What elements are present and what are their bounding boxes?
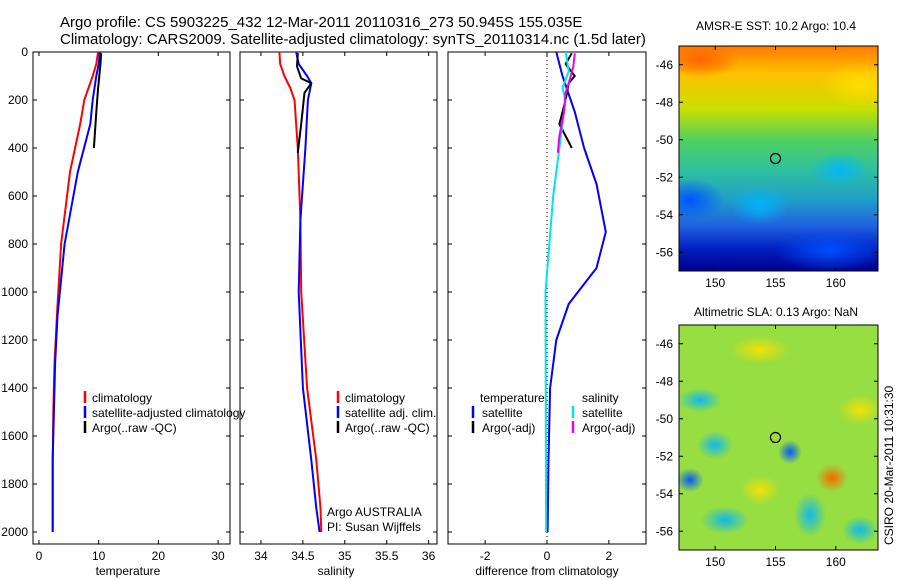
sst-map-image [679, 46, 878, 271]
series-line-climatology [278, 51, 323, 533]
sla-map-image [679, 325, 878, 550]
sst-map-ticks: 150 155 160 -46 -48 -50 -52 -54 -56 [656, 46, 878, 290]
sst-map-panel: AMSR-E SST: 10.2 Argo: 10.4 150 155 160 -46… [656, 19, 879, 290]
legend-label-argo: Argo(..raw -QC) [345, 421, 430, 435]
salinity-axes-box [239, 51, 438, 545]
sst-map-frame [678, 45, 879, 272]
map-lat-label: -52 [656, 170, 674, 184]
salinity-panel: 34 34.5 35 35.5 36 salinity climatology sate… [239, 51, 438, 578]
difference-panel: -2 0 2 difference from climatology tempera… [447, 51, 647, 578]
legend-label-argo: Argo(..raw -QC) [92, 421, 177, 435]
legend-label-temp-argo: Argo(-adj) [482, 421, 535, 435]
legend-heading-salinity: salinity [582, 391, 619, 405]
map-lat-label: -48 [656, 95, 674, 109]
map-lon-label: 150 [705, 555, 725, 569]
sst-map-title: AMSR-E SST: 10.2 Argo: 10.4 [696, 19, 856, 33]
timestamp-label: CSIRO 20-Mar-2011 10:31:30 [882, 385, 896, 545]
sla-map-ticks: 150 155 160 -46 -48 -50 -52 -54 -56 [656, 325, 878, 569]
legend-label-sal-satellite: satellite [582, 406, 623, 420]
difference-y-ticks [448, 51, 646, 533]
difference-axes-box [447, 51, 647, 545]
depth-axis-ticks: 0 200 400 600 800 1000 1200 1400 1600 1800 2000 [1, 45, 230, 539]
legend-label-sal-argo: Argo(-adj) [582, 421, 635, 435]
x-tick-label: 34.5 [291, 549, 315, 563]
depth-tick-label: 400 [8, 141, 28, 155]
temperature-legend: climatology satellite-adjusted climatolo… [83, 391, 245, 435]
x-tick-label: 10 [92, 549, 106, 563]
map-lat-label: -48 [656, 374, 674, 388]
sla-map-frame [678, 324, 879, 551]
pi-label: PI: Susan Wijffels [327, 520, 421, 534]
depth-tick-label: 200 [8, 93, 28, 107]
legend-label-satellite-adj: satellite adj. clim. [345, 406, 436, 420]
map-lat-label: -56 [656, 524, 674, 538]
x-tick-label: 2 [606, 549, 613, 563]
x-tick-label: 20 [152, 549, 166, 563]
series-line-satellite-adj-clim- [295, 51, 321, 533]
salinity-profile-lines [278, 51, 323, 533]
depth-tick-label: 800 [8, 237, 28, 251]
map-lon-label: 160 [826, 555, 846, 569]
sla-map-title: Altimetric SLA: 0.13 Argo: NaN [694, 305, 858, 319]
legend-label-climatology: climatology [92, 391, 152, 405]
depth-tick-label: 1000 [1, 285, 28, 299]
legend-label-climatology: climatology [345, 391, 405, 405]
difference-xlabel: difference from climatology [475, 564, 618, 578]
x-tick-label: 30 [211, 549, 225, 563]
legend-heading-temperature: temperature [480, 391, 545, 405]
institution-label: Argo AUSTRALIA [327, 505, 422, 519]
salinity-x-ticks: 34 34.5 35 35.5 36 [254, 52, 436, 563]
salinity-xlabel: salinity [318, 564, 355, 578]
temperature-x-ticks: 0 10 20 30 [36, 52, 225, 563]
series-line-argo-raw-qc- [296, 53, 313, 153]
x-tick-label: 0 [544, 549, 551, 563]
x-tick-label: 35.5 [375, 549, 399, 563]
header-line-1: Argo profile: CS 5903225_432 12-Mar-2011… [60, 14, 582, 31]
map-lon-label: 155 [765, 555, 785, 569]
x-tick-label: 35 [338, 549, 352, 563]
x-tick-label: 0 [36, 549, 43, 563]
map-lat-label: -52 [656, 449, 674, 463]
x-tick-label: -2 [480, 549, 491, 563]
sla-profile-marker [769, 431, 782, 444]
map-lon-label: 150 [705, 276, 725, 290]
legend-label-satellite-adjusted: satellite-adjusted climatology [92, 406, 245, 420]
depth-tick-label: 1800 [1, 477, 28, 491]
series-line-argo-raw-qc- [92, 53, 103, 149]
series-line-temperature-satellite [546, 51, 607, 533]
depth-tick-label: 1400 [1, 381, 28, 395]
depth-tick-label: 2000 [1, 525, 28, 539]
series-line-satellite-adjusted-climatology [51, 51, 101, 532]
map-lat-label: -50 [656, 133, 674, 147]
depth-tick-label: 1200 [1, 333, 28, 347]
map-lon-label: 160 [826, 276, 846, 290]
x-tick-label: 36 [422, 549, 436, 563]
sst-profile-marker [769, 152, 782, 165]
sla-map-panel: Altimetric SLA: 0.13 Argo: NaN 150 155 160… [656, 305, 879, 569]
series-line-salinity-satellite [544, 51, 570, 533]
salinity-y-ticks [240, 51, 437, 533]
temperature-xlabel: temperature [96, 564, 161, 578]
map-lon-label: 155 [765, 276, 785, 290]
map-lat-label: -54 [656, 208, 674, 222]
header-line-2: Climatology: CARS2009. Satellite-adjuste… [60, 31, 646, 48]
temperature-panel: 0 200 400 600 800 1000 1200 1400 1600 1800 2000 0 1… [1, 45, 245, 578]
salinity-legend: climatology satellite adj. clim. Argo(..… [336, 391, 436, 435]
legend-label-temp-satellite: satellite [482, 406, 523, 420]
series-line-salinity-argo-adj- [556, 53, 576, 153]
map-lat-label: -46 [656, 337, 674, 351]
map-lat-label: -56 [656, 245, 674, 259]
map-lat-label: -54 [656, 487, 674, 501]
difference-legend: temperature satellite Argo(-adj) salinit… [471, 391, 635, 435]
difference-profile-lines [544, 51, 607, 533]
temperature-axes-box [32, 51, 231, 545]
x-tick-label: 34 [254, 549, 268, 563]
map-lat-label: -50 [656, 412, 674, 426]
depth-tick-label: 0 [21, 45, 28, 59]
map-lat-label: -46 [656, 58, 674, 72]
depth-tick-label: 1600 [1, 429, 28, 443]
temperature-profile-lines [51, 51, 103, 532]
depth-tick-label: 600 [8, 189, 28, 203]
